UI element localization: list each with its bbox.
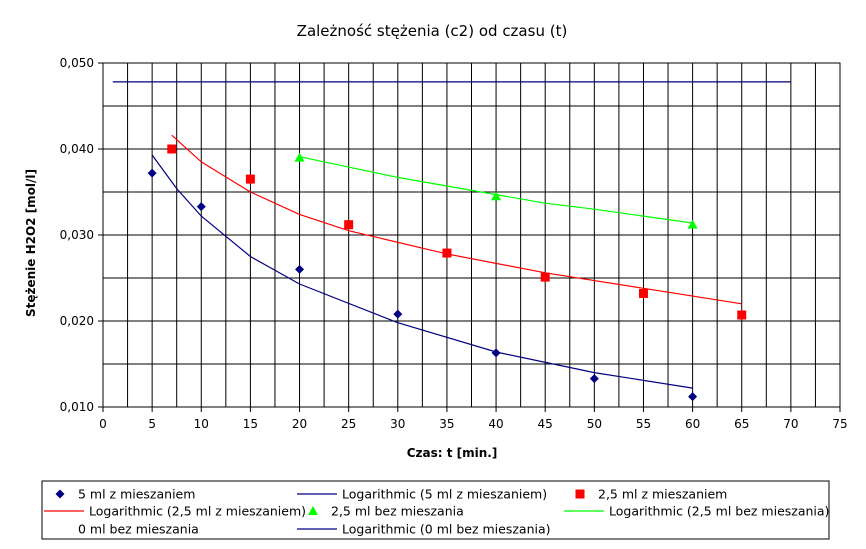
legend-box <box>41 480 830 540</box>
x-axis-title: Czas: t [min.] <box>407 446 498 460</box>
legend-entry-label: Logarithmic (0 ml bez mieszania) <box>342 522 551 537</box>
x-tick-label: 55 <box>636 417 651 431</box>
data-point-square <box>638 288 648 298</box>
data-point-diamond <box>147 168 157 178</box>
x-tick-label: 35 <box>439 417 454 431</box>
grid-lines <box>102 62 841 408</box>
data-point-square <box>245 174 255 184</box>
x-tick-label: 10 <box>194 417 209 431</box>
x-tick-label: 20 <box>292 417 307 431</box>
y-axis-ticks: 0,010 0,020 0,030 0,040 0,050 <box>60 56 103 414</box>
trendline <box>151 154 693 389</box>
x-tick-label: 50 <box>587 417 602 431</box>
chart-title: Zależność stężenia (c2) od czasu (t) <box>297 22 568 40</box>
y-axis-title: Stężenie H2O2 [mol/l] <box>24 169 38 317</box>
x-tick-label: 65 <box>734 417 749 431</box>
legend-entry-label: 5 ml z mieszaniem <box>78 487 195 502</box>
data-point-triangle <box>491 191 502 201</box>
x-tick-label: 0 <box>99 417 107 431</box>
data-point-square <box>442 248 452 258</box>
x-tick-label: 60 <box>685 417 700 431</box>
x-tick-label: 5 <box>148 417 156 431</box>
legend-entry-label: 0 ml bez mieszania <box>78 522 199 537</box>
trendline <box>171 134 742 305</box>
x-tick-label: 40 <box>488 417 503 431</box>
legend-entry-label: Logarithmic (2,5 ml bez mieszania) <box>609 504 829 519</box>
x-tick-label: 15 <box>243 417 258 431</box>
y-tick-label: 0,050 <box>60 56 94 70</box>
series-group <box>112 81 791 402</box>
y-tick-label: 0,030 <box>60 228 94 242</box>
data-point-diamond <box>295 264 305 274</box>
x-axis-ticks: 0 5 10 15 20 25 30 35 40 45 50 55 60 65 70 75 <box>99 407 848 431</box>
data-point-square <box>540 272 550 282</box>
data-point-square <box>737 310 747 320</box>
data-point-triangle <box>687 219 698 229</box>
y-tick-label: 0,010 <box>60 400 94 414</box>
y-tick-label: 0,020 <box>60 314 94 328</box>
data-point-diamond <box>688 392 698 402</box>
data-point-square <box>344 220 354 230</box>
data-point-diamond <box>196 202 206 212</box>
legend-entry-label: 2,5 ml z mieszaniem <box>598 487 727 502</box>
legend-entry-label: Logarithmic (2,5 ml z mieszaniem) <box>89 504 306 519</box>
data-point-triangle <box>294 152 305 162</box>
legend: 5 ml z mieszaniem Logarithmic (5 ml z mie… <box>44 487 829 537</box>
data-point-diamond <box>393 309 403 319</box>
legend-entry-label: Logarithmic (5 ml z mieszaniem) <box>342 487 547 502</box>
data-point-square <box>167 144 177 154</box>
x-tick-label: 25 <box>341 417 356 431</box>
x-tick-label: 75 <box>832 417 847 431</box>
x-tick-label: 30 <box>390 417 405 431</box>
data-point-diamond <box>491 348 501 358</box>
y-tick-label: 0,040 <box>60 142 94 156</box>
legend-marker-swatch <box>308 506 318 515</box>
x-tick-label: 70 <box>783 417 798 431</box>
data-point-diamond <box>589 374 599 384</box>
legend-marker-swatch <box>575 489 585 499</box>
legend-marker-swatch <box>55 489 65 499</box>
x-tick-label: 45 <box>538 417 553 431</box>
legend-entry-label: 2,5 ml bez mieszania <box>331 504 464 519</box>
